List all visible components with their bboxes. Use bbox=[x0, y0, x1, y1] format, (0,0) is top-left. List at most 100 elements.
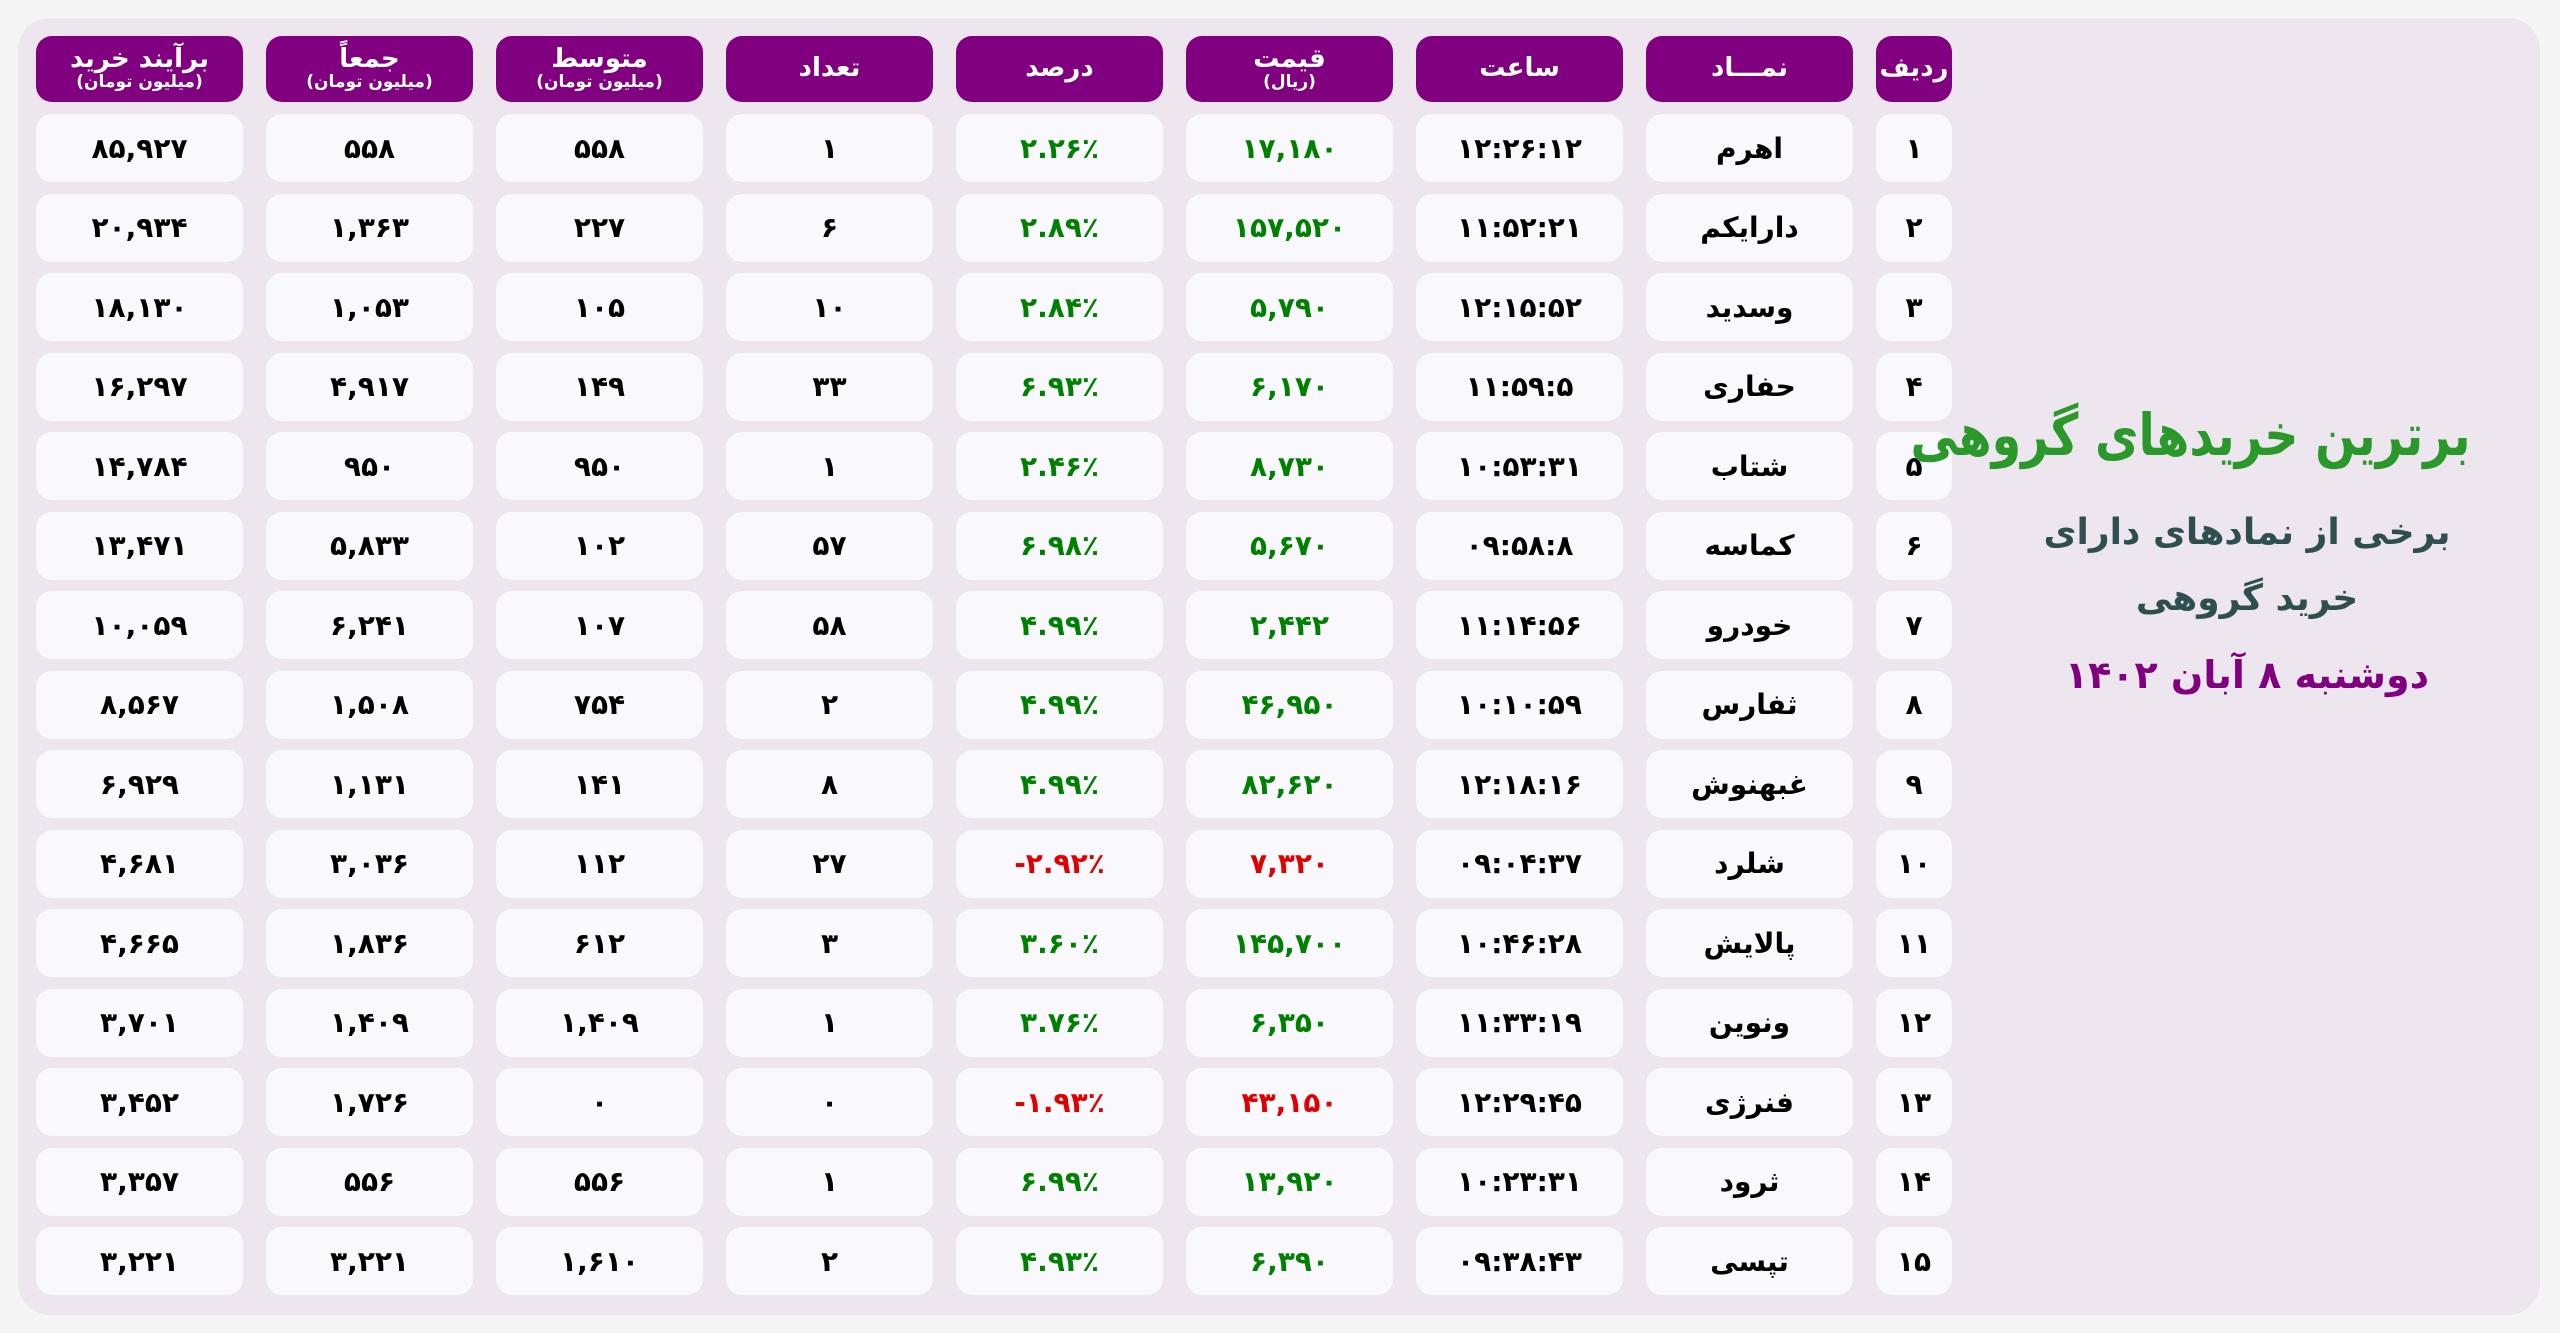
table-cell-percent: ۴.۹۹٪ bbox=[956, 750, 1163, 818]
cell-value: ۱۲ bbox=[1896, 1006, 1932, 1039]
table-cell-time: ۱۰:۲۳:۳۱ bbox=[1416, 1147, 1623, 1216]
cell-value: ۸,۷۳۰ bbox=[1250, 449, 1329, 483]
table-cell-trend: ۲۰,۹۳۴ bbox=[36, 193, 243, 262]
table-cell-avg: ۵۵۸ bbox=[496, 114, 703, 182]
cell-value: ۱۱:۳۳:۱۹ bbox=[1457, 1006, 1582, 1039]
cell-value: ۶۱۲ bbox=[573, 926, 626, 960]
cell-value: ۱۶,۲۹۷ bbox=[91, 370, 188, 403]
table-cell-time: ۱۰:۵۳:۳۱ bbox=[1416, 432, 1623, 500]
cell-value: ۳,۲۲۱ bbox=[100, 1244, 179, 1278]
table-cell-avg: ۱۰۵ bbox=[496, 273, 703, 341]
cell-value: ۴,۹۱۷ bbox=[330, 370, 409, 403]
table-cell-total: ۴,۹۱۷ bbox=[266, 352, 473, 421]
cell-value: ۸۲,۶۲۰ bbox=[1241, 767, 1338, 801]
cell-value: ۴.۹۹٪ bbox=[1020, 688, 1099, 721]
cell-value: ۱۴۱ bbox=[573, 767, 626, 801]
cell-value: ۶,۳۹۰ bbox=[1250, 1244, 1329, 1278]
table-cell-price: ۸۲,۶۲۰ bbox=[1186, 750, 1393, 818]
cell-value: ۱,۱۳۱ bbox=[330, 767, 409, 801]
table-cell-percent: ۴.۹۹٪ bbox=[956, 670, 1163, 739]
cell-value: ۲.۲۶٪ bbox=[1020, 131, 1099, 165]
table-cell-percent: -۱.۹۳٪ bbox=[956, 1068, 1163, 1136]
table-cell-total: ۱,۰۵۳ bbox=[266, 273, 473, 341]
cell-value: ۳ bbox=[820, 926, 839, 960]
report-date: دوشنبه ۸ آبان ۱۴۰۲ bbox=[2064, 653, 2430, 697]
table-cell-avg: ۶۱۲ bbox=[496, 909, 703, 977]
table-cell-avg: ۲۲۷ bbox=[496, 193, 703, 262]
table-cell-avg: ۱,۴۰۹ bbox=[496, 988, 703, 1057]
cell-value: ۱۰ bbox=[812, 290, 847, 324]
table-cell-time: ۰۹:۳۸:۴۳ bbox=[1416, 1227, 1623, 1295]
cell-value: ۱,۴۰۹ bbox=[330, 1006, 409, 1039]
column-header-percent: درصد bbox=[956, 36, 1163, 102]
cell-value: ۱ bbox=[820, 1165, 839, 1198]
cell-value: ۱,۸۳۶ bbox=[330, 926, 409, 960]
table-cell-avg: ۱۰۲ bbox=[496, 511, 703, 580]
cell-value: ۱۰ bbox=[1896, 847, 1932, 880]
column-header-unit: (ریال) bbox=[1263, 71, 1316, 92]
table-cell-count: ۶ bbox=[726, 193, 933, 262]
table-cell-avg: ۱,۶۱۰ bbox=[496, 1227, 703, 1295]
table-cell-total: ۶,۲۴۱ bbox=[266, 591, 473, 659]
cell-value: ۱۰۵ bbox=[573, 290, 626, 324]
table-cell-price: ۱۳,۹۲۰ bbox=[1186, 1147, 1393, 1216]
table-cell-price: ۴۳,۱۵۰ bbox=[1186, 1068, 1393, 1136]
table-cell-row: ۶ bbox=[1876, 511, 1952, 580]
column-header-label: تعداد bbox=[798, 53, 861, 84]
cell-value: پالایش bbox=[1703, 926, 1796, 960]
table-cell-row: ۱۴ bbox=[1876, 1147, 1952, 1216]
table-cell-trend: ۱۰,۰۵۹ bbox=[36, 591, 243, 659]
cell-value: ۵ bbox=[1905, 449, 1923, 483]
table-cell-percent: ۴.۹۳٪ bbox=[956, 1227, 1163, 1295]
cell-value: ۴۳,۱۵۰ bbox=[1241, 1085, 1338, 1119]
cell-value: ۱۰:۴۶:۲۸ bbox=[1457, 926, 1582, 960]
page-title: برترین خریدهای گروهی bbox=[1910, 401, 2471, 469]
cell-value: ۶,۲۴۱ bbox=[330, 608, 409, 642]
cell-value: ۶,۹۲۹ bbox=[100, 767, 179, 801]
table-cell-price: ۷,۳۲۰ bbox=[1186, 829, 1393, 898]
cell-value: شلرد bbox=[1714, 847, 1785, 880]
table-cell-symbol: فنرژی bbox=[1646, 1068, 1853, 1136]
table-cell-row: ۸ bbox=[1876, 670, 1952, 739]
cell-value: ۳.۶۰٪ bbox=[1020, 926, 1099, 960]
column-header-label: برآیند خرید bbox=[70, 44, 209, 75]
table-cell-price: ۱۴۵,۷۰۰ bbox=[1186, 909, 1393, 977]
table-cell-row: ۱ bbox=[1876, 114, 1952, 182]
cell-value: ۲,۴۴۲ bbox=[1250, 608, 1329, 642]
table-cell-row: ۴ bbox=[1876, 352, 1952, 421]
table-cell-time: ۰۹:۰۴:۳۷ bbox=[1416, 829, 1623, 898]
column-header-unit: (میلیون تومان) bbox=[306, 71, 433, 92]
table-cell-symbol: شلرد bbox=[1646, 829, 1853, 898]
cell-value: -۲.۹۲٪ bbox=[1014, 847, 1105, 880]
cell-value: ۷,۳۲۰ bbox=[1250, 847, 1329, 880]
table-cell-time: ۱۱:۱۴:۵۶ bbox=[1416, 591, 1623, 659]
table-cell-count: ۱۰ bbox=[726, 273, 933, 341]
cell-value: تپسی bbox=[1710, 1244, 1789, 1278]
table-cell-symbol: پالایش bbox=[1646, 909, 1853, 977]
cell-value: ۲.۸۹٪ bbox=[1020, 211, 1099, 244]
cell-value: ۱۱ bbox=[1896, 926, 1932, 960]
column-header-price: قیمت (ریال) bbox=[1186, 36, 1393, 102]
cell-value: ونوین bbox=[1708, 1006, 1791, 1039]
cell-value: ۳,۲۲۱ bbox=[330, 1244, 409, 1278]
table-cell-trend: ۱۳,۴۷۱ bbox=[36, 511, 243, 580]
table-cell-count: ۲۷ bbox=[726, 829, 933, 898]
cell-value: ۳ bbox=[1905, 290, 1923, 324]
table-cell-time: ۱۲:۱۸:۱۶ bbox=[1416, 750, 1623, 818]
cell-value: ۵,۸۳۳ bbox=[330, 529, 409, 562]
cell-value: ۱۱:۵۲:۲۱ bbox=[1457, 211, 1582, 244]
table-cell-trend: ۸,۵۶۷ bbox=[36, 670, 243, 739]
cell-value: ۱۰۷ bbox=[573, 608, 626, 642]
table-cell-total: ۹۵۰ bbox=[266, 432, 473, 500]
cell-value: ۵۵۸ bbox=[573, 131, 626, 165]
cell-value: ۲.۴۶٪ bbox=[1020, 449, 1099, 483]
table-cell-percent: ۴.۹۹٪ bbox=[956, 591, 1163, 659]
table-cell-trend: ۴,۶۶۵ bbox=[36, 909, 243, 977]
table-cell-row: ۱۲ bbox=[1876, 988, 1952, 1057]
cell-value: -۱.۹۳٪ bbox=[1014, 1085, 1105, 1119]
cell-value: ۶,۱۷۰ bbox=[1250, 370, 1329, 403]
cell-value: ۴۶,۹۵۰ bbox=[1241, 688, 1338, 721]
column-header-label: جمعاً bbox=[339, 44, 400, 75]
cell-value: ۱۴۹ bbox=[573, 370, 626, 403]
page-title-box: برترین خریدهای گروهی bbox=[1910, 395, 2532, 475]
